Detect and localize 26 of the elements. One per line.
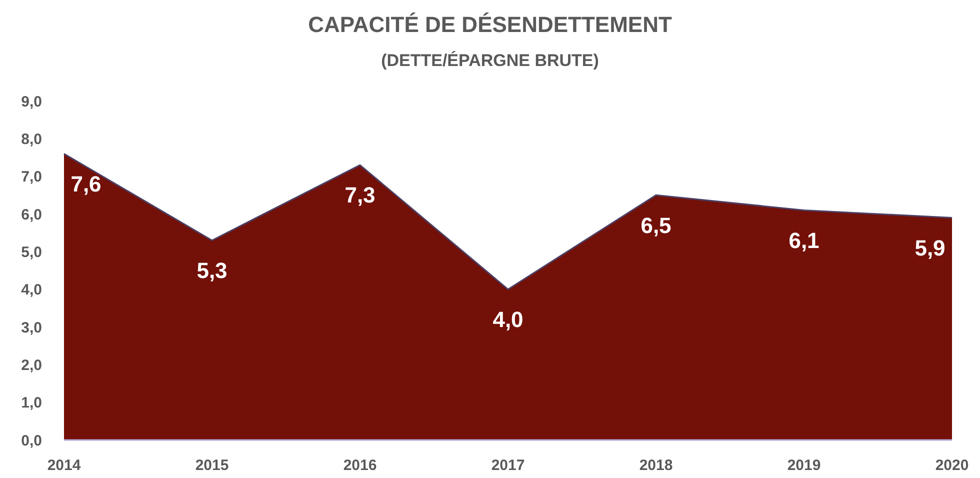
data-label: 4,0	[492, 307, 524, 332]
data-label: 7,6	[70, 171, 102, 196]
x-tick-label: 2018	[639, 457, 673, 474]
x-tick-label: 2020	[935, 457, 969, 474]
data-label: 6,1	[788, 228, 820, 253]
y-tick-label: 3,0	[21, 319, 42, 336]
x-tick-label: 2015	[195, 457, 229, 474]
data-label: 7,3	[344, 182, 376, 208]
x-tick-label: 2014	[47, 457, 82, 474]
y-tick-label: 2,0	[21, 356, 42, 374]
y-tick-label: 4,0	[21, 282, 42, 299]
x-tick-label: 2017	[491, 457, 525, 474]
data-label: 5,3	[196, 258, 228, 284]
data-label: 5,9	[914, 235, 946, 260]
y-tick-label: 9,0	[21, 93, 42, 110]
chart-subtitle: (DETTE/ÉPARGNE BRUTE)	[381, 50, 599, 70]
y-tick-label: 0,0	[21, 432, 42, 450]
y-tick-label: 8,0	[21, 130, 42, 148]
chart-title: CAPACITÉ DE DÉSENDETTEMENT	[308, 12, 672, 37]
y-tick-label: 1,0	[21, 394, 42, 412]
data-label: 6,5	[640, 212, 672, 238]
x-tick-label: 2016	[343, 457, 377, 474]
x-tick-label: 2019	[787, 457, 821, 474]
y-tick-label: 7,0	[21, 168, 42, 186]
y-tick-label: 6,0	[21, 206, 42, 224]
y-tick-label: 5,0	[21, 244, 42, 261]
